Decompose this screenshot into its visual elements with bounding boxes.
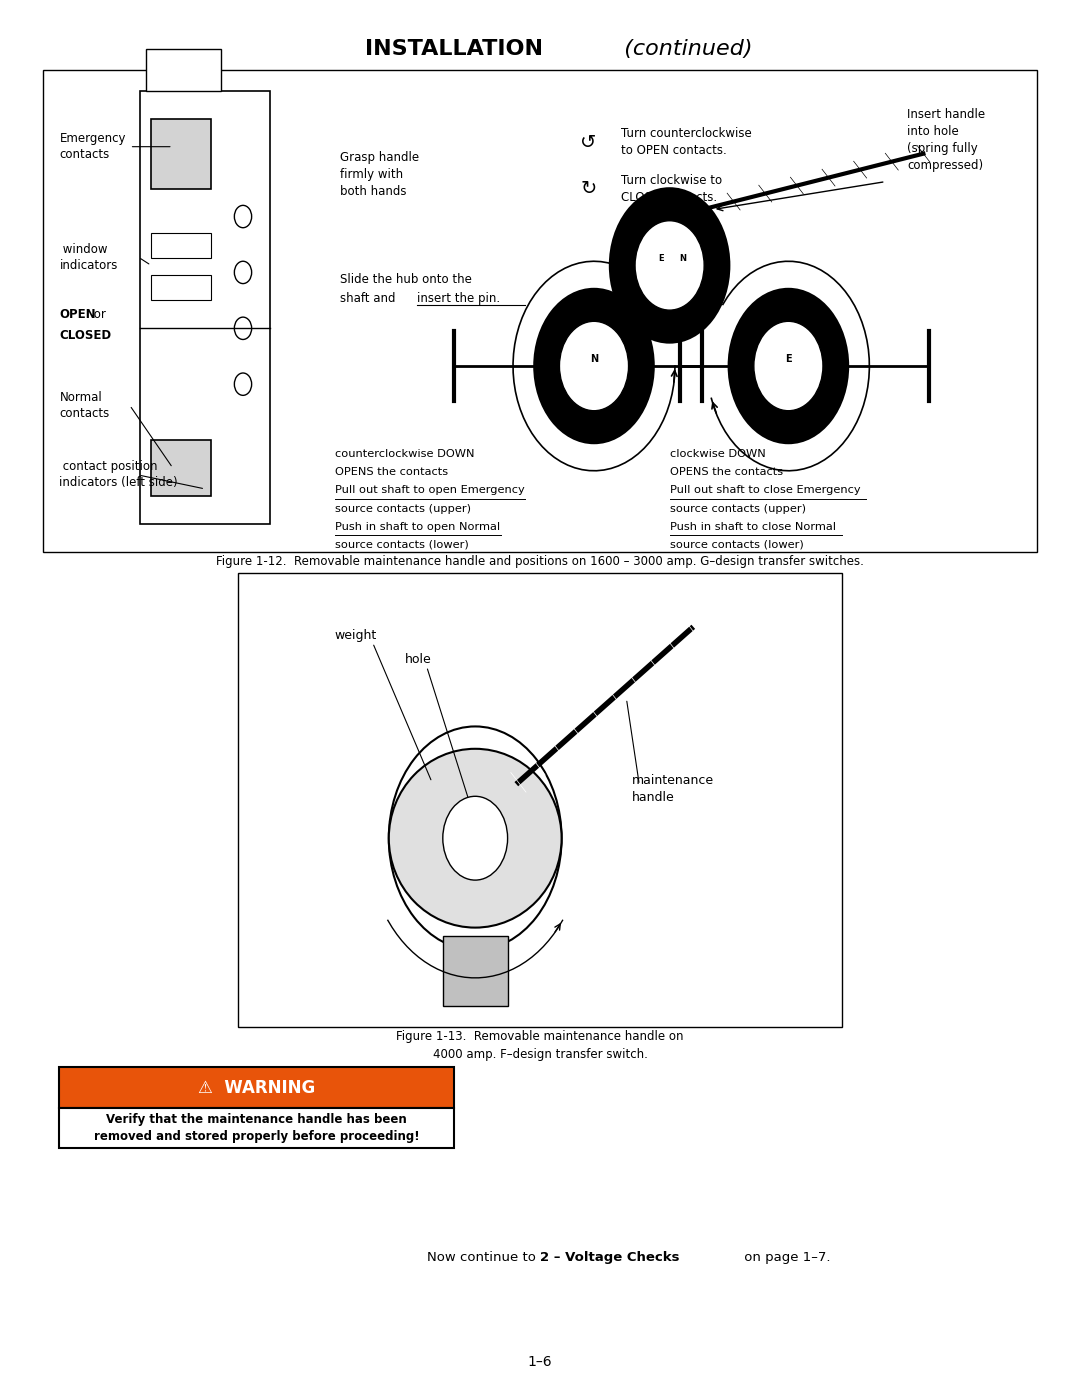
Text: 4000 amp. F–design transfer switch.: 4000 amp. F–design transfer switch. (433, 1048, 647, 1062)
Text: Push in shaft to open Normal: Push in shaft to open Normal (335, 521, 500, 532)
Circle shape (389, 726, 562, 950)
Circle shape (443, 796, 508, 880)
Text: contact position
indicators (left side): contact position indicators (left side) (59, 461, 178, 489)
Text: Now continue to: Now continue to (427, 1250, 540, 1264)
Bar (238, 573, 842, 1027)
Circle shape (610, 189, 729, 342)
Text: source contacts (upper): source contacts (upper) (670, 503, 806, 514)
Text: Turn counterclockwise
to OPEN contacts.: Turn counterclockwise to OPEN contacts. (621, 127, 752, 158)
Text: Figure 1-12.  Removable maintenance handle and positions on 1600 – 3000 amp. G–d: Figure 1-12. Removable maintenance handl… (216, 555, 864, 569)
Text: Insert handle
into hole
(spring fully
compressed): Insert handle into hole (spring fully co… (907, 108, 985, 172)
Text: source contacts (lower): source contacts (lower) (335, 539, 469, 550)
Circle shape (234, 317, 252, 339)
Text: Push in shaft to close Normal: Push in shaft to close Normal (670, 521, 836, 532)
Ellipse shape (389, 749, 562, 928)
Bar (443, 936, 508, 1006)
Bar (151, 119, 211, 189)
Text: E: E (658, 254, 664, 263)
Circle shape (234, 373, 252, 395)
Text: Normal
contacts: Normal contacts (59, 391, 110, 419)
Text: N: N (679, 254, 686, 263)
Text: Turn clockwise to
CLOSE contacts.: Turn clockwise to CLOSE contacts. (621, 173, 723, 204)
Bar (59, 1067, 454, 1108)
Text: 1–6: 1–6 (528, 1355, 552, 1369)
Text: N: N (590, 353, 598, 365)
Text: ⚠  WARNING: ⚠ WARNING (198, 1078, 315, 1097)
Text: ↻: ↻ (580, 179, 597, 198)
Text: Pull out shaft to close Emergency: Pull out shaft to close Emergency (670, 485, 861, 496)
Bar (140, 91, 270, 524)
Circle shape (535, 289, 653, 443)
Bar (59, 1108, 454, 1148)
Bar (146, 49, 221, 91)
Circle shape (234, 261, 252, 284)
Bar (151, 275, 211, 300)
Text: 2 – Voltage Checks: 2 – Voltage Checks (540, 1250, 679, 1264)
Text: Slide the hub onto the: Slide the hub onto the (340, 272, 472, 286)
Text: Verify that the maintenance handle has been
removed and stored properly before p: Verify that the maintenance handle has b… (94, 1113, 419, 1143)
Text: Pull out shaft to open Emergency: Pull out shaft to open Emergency (335, 485, 525, 496)
Bar (151, 440, 211, 496)
Text: source contacts (upper): source contacts (upper) (335, 503, 471, 514)
Text: or: or (90, 307, 106, 321)
Text: maintenance
handle: maintenance handle (632, 774, 714, 805)
Text: OPENS the contacts: OPENS the contacts (670, 467, 783, 478)
Circle shape (754, 321, 823, 411)
Text: on page 1–7.: on page 1–7. (740, 1250, 831, 1264)
Text: source contacts (lower): source contacts (lower) (670, 539, 804, 550)
Text: (continued): (continued) (610, 39, 753, 59)
Text: E: E (785, 353, 792, 365)
Circle shape (635, 221, 704, 310)
Text: ↺: ↺ (580, 133, 597, 152)
Circle shape (234, 205, 252, 228)
Text: Grasp handle
firmly with
both hands: Grasp handle firmly with both hands (340, 151, 419, 198)
Text: OPEN: OPEN (59, 307, 96, 321)
Text: insert the pin.: insert the pin. (417, 292, 500, 306)
Text: hole: hole (405, 652, 432, 666)
Text: weight: weight (335, 629, 377, 643)
Text: INSTALLATION: INSTALLATION (365, 39, 542, 59)
Bar (151, 233, 211, 258)
Text: Emergency
contacts: Emergency contacts (59, 133, 126, 161)
Text: Figure 1-13.  Removable maintenance handle on: Figure 1-13. Removable maintenance handl… (396, 1030, 684, 1044)
Text: OPENS the contacts: OPENS the contacts (335, 467, 448, 478)
Text: counterclockwise DOWN: counterclockwise DOWN (335, 448, 474, 460)
Text: shaft and: shaft and (340, 292, 400, 306)
Circle shape (729, 289, 848, 443)
Circle shape (559, 321, 629, 411)
Text: window
indicators: window indicators (59, 243, 118, 271)
Text: clockwise DOWN: clockwise DOWN (670, 448, 766, 460)
Text: CLOSED: CLOSED (59, 328, 111, 342)
Bar (43, 70, 1037, 552)
